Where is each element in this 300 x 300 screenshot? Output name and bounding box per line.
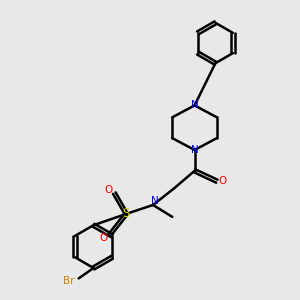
Text: N: N — [191, 100, 199, 110]
Text: O: O — [104, 184, 112, 194]
Text: O: O — [218, 176, 226, 186]
Text: Br: Br — [63, 276, 75, 286]
Text: O: O — [99, 233, 107, 243]
Text: N: N — [151, 196, 158, 206]
Text: S: S — [122, 207, 130, 220]
Text: N: N — [191, 145, 199, 155]
